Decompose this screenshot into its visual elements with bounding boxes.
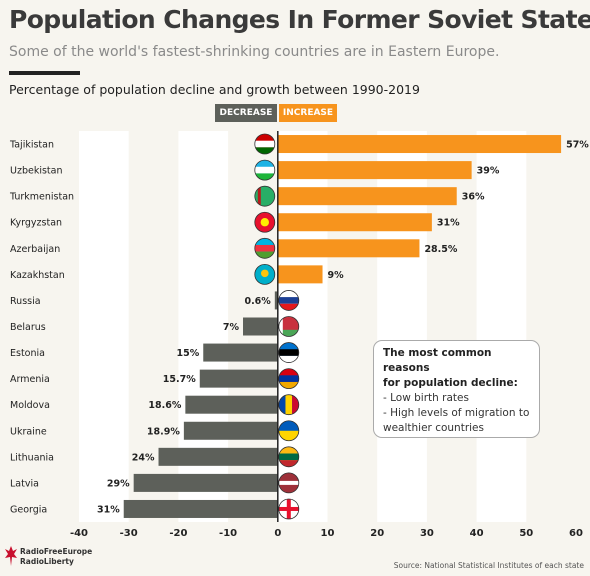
x-tick-label: -20 bbox=[169, 528, 187, 539]
estonia-flag-icon bbox=[278, 342, 300, 363]
bar-belarus bbox=[243, 317, 278, 336]
category-label: Latvia bbox=[10, 478, 39, 489]
x-tick-label: 30 bbox=[420, 528, 434, 539]
chart-heading: Percentage of population decline and gro… bbox=[9, 82, 420, 97]
x-tick-label: 0 bbox=[274, 528, 281, 539]
rferl-logo-icon bbox=[5, 546, 17, 566]
category-label: Estonia bbox=[10, 348, 45, 359]
bar-russia bbox=[274, 291, 278, 310]
bar-turkmenistan bbox=[277, 187, 457, 206]
bar-moldova bbox=[185, 395, 278, 414]
tajikistan-flag-icon bbox=[254, 133, 276, 155]
category-label: Uzbekistan bbox=[10, 166, 62, 177]
bar-uzbekistan bbox=[277, 161, 472, 180]
data-label: 31% bbox=[437, 218, 460, 229]
note-item-migration: - High levels of migration to bbox=[383, 407, 530, 419]
data-label: 39% bbox=[477, 166, 500, 177]
rferl-logo: RadioFreeEurope RadioLiberty bbox=[4, 545, 114, 571]
legend-increase: INCREASE bbox=[279, 104, 337, 122]
moldova-flag-icon bbox=[278, 394, 300, 416]
x-tick-label: 40 bbox=[470, 528, 484, 539]
x-tick-label: 50 bbox=[519, 528, 533, 539]
category-label: Russia bbox=[10, 296, 41, 307]
bar-kyrgyzstan bbox=[277, 213, 432, 232]
bar-latvia bbox=[133, 473, 278, 492]
data-label: 36% bbox=[462, 192, 485, 203]
category-label: Kazakhstan bbox=[10, 270, 65, 281]
data-label: 7% bbox=[223, 322, 240, 333]
azerbaijan-flag-icon bbox=[254, 237, 276, 259]
kyrgyzstan-flag-icon bbox=[254, 211, 276, 233]
lithuania-flag-icon bbox=[278, 446, 300, 468]
data-label: 29% bbox=[107, 478, 130, 489]
kazakhstan-flag-icon bbox=[254, 263, 276, 285]
bar-azerbaijan bbox=[277, 239, 420, 258]
category-label: Turkmenistan bbox=[9, 192, 74, 203]
x-tick-label: 20 bbox=[370, 528, 384, 539]
data-label: 18.9% bbox=[147, 426, 180, 437]
data-label: 24% bbox=[132, 452, 155, 463]
latvia-flag-icon bbox=[278, 472, 300, 494]
note-heading-line-2: for population decline: bbox=[383, 377, 518, 389]
data-label: 15.7% bbox=[163, 374, 196, 385]
georgia-flag-icon bbox=[278, 498, 300, 520]
x-tick-label: 60 bbox=[569, 528, 583, 539]
belarus-flag-icon bbox=[278, 316, 300, 337]
data-label: 18.6% bbox=[148, 400, 181, 411]
category-label: Belarus bbox=[10, 322, 46, 333]
source-note: Source: National Statistical Institutes … bbox=[393, 561, 584, 570]
category-label: Ukraine bbox=[10, 426, 47, 437]
note-item-migration-cont: wealthier countries bbox=[383, 422, 484, 434]
turkmenistan-flag-icon bbox=[254, 185, 276, 207]
category-label: Lithuania bbox=[10, 452, 54, 463]
uzbekistan-flag-icon bbox=[254, 159, 276, 181]
data-label: 57% bbox=[566, 140, 589, 151]
title-divider bbox=[9, 71, 80, 75]
logo-line-1: RadioFreeEurope bbox=[20, 547, 93, 556]
category-label: Kyrgyzstan bbox=[10, 218, 62, 229]
bar-georgia bbox=[123, 499, 278, 518]
x-tick-label: -40 bbox=[70, 528, 88, 539]
page-title: Population Changes In Former Soviet Stat… bbox=[9, 5, 590, 34]
bar-kazakhstan bbox=[277, 265, 323, 284]
data-label: 28.5% bbox=[424, 244, 457, 255]
data-label: 15% bbox=[177, 348, 200, 359]
bar-lithuania bbox=[158, 447, 278, 466]
bar-armenia bbox=[199, 369, 278, 388]
data-label: 31% bbox=[97, 504, 120, 515]
note-heading-line-1: The most common reasons bbox=[383, 347, 492, 374]
russia-flag-icon bbox=[278, 290, 300, 311]
x-tick-label: 10 bbox=[321, 528, 335, 539]
category-label: Azerbaijan bbox=[10, 244, 60, 255]
x-tick-label: -30 bbox=[120, 528, 138, 539]
grid-band bbox=[476, 131, 527, 522]
reasons-note: The most common reasons for population d… bbox=[373, 340, 540, 438]
data-label: 9% bbox=[328, 270, 345, 281]
ukraine-flag-icon bbox=[278, 420, 300, 442]
x-tick-label: -10 bbox=[219, 528, 237, 539]
logo-line-2: RadioLiberty bbox=[20, 557, 74, 566]
page-subtitle: Some of the world's fastest-shrinking co… bbox=[9, 44, 500, 60]
legend-decrease: DECREASE bbox=[215, 104, 277, 122]
category-label: Moldova bbox=[10, 400, 50, 411]
grid-band bbox=[79, 131, 129, 522]
category-label: Tajikistan bbox=[9, 140, 54, 151]
note-item-birth-rates: - Low birth rates bbox=[383, 392, 469, 404]
bar-estonia bbox=[203, 343, 278, 362]
data-label: 0.6% bbox=[244, 296, 271, 307]
category-label: Georgia bbox=[10, 504, 47, 515]
bar-tajikistan bbox=[277, 135, 562, 154]
bar-ukraine bbox=[183, 421, 278, 440]
armenia-flag-icon bbox=[278, 368, 300, 390]
category-label: Armenia bbox=[10, 374, 50, 385]
